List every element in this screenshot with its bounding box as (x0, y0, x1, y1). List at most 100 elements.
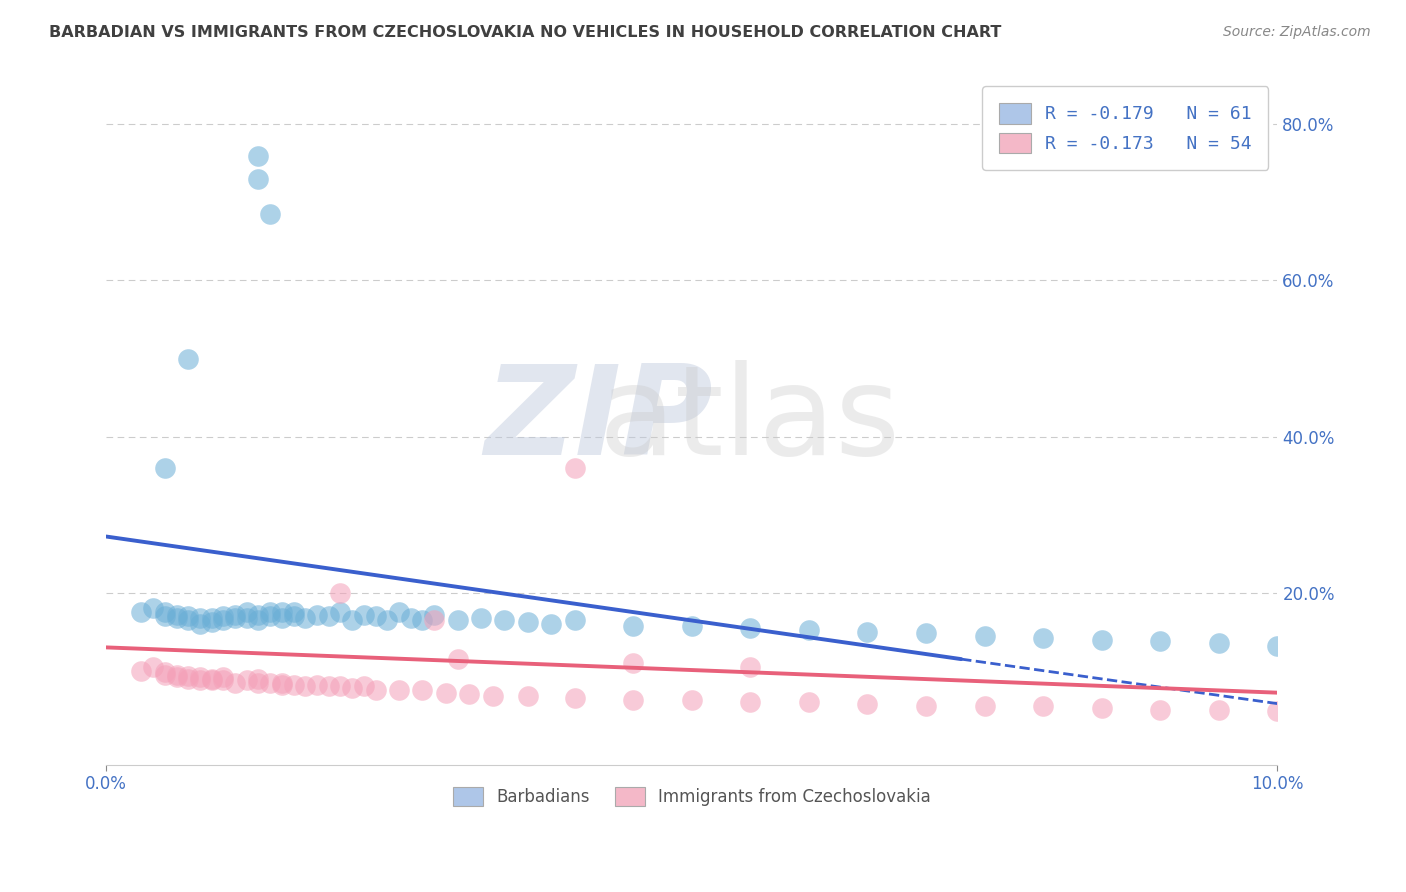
Point (247, 613, 270, 627)
Point (681, 693, 703, 707)
Point (446, 613, 468, 627)
Text: Source: ZipAtlas.com: Source: ZipAtlas.com (1223, 25, 1371, 39)
Point (797, 624, 820, 638)
Point (364, 609, 387, 624)
Point (177, 669, 200, 683)
Point (131, 605, 153, 619)
Point (305, 678, 328, 692)
Point (212, 670, 235, 684)
Point (259, 207, 281, 221)
Point (797, 695, 820, 709)
Point (212, 609, 235, 624)
Point (283, 605, 305, 619)
Point (271, 675, 294, 690)
Point (411, 613, 433, 627)
Point (201, 672, 224, 686)
Point (201, 673, 224, 688)
Point (411, 683, 433, 698)
Point (224, 611, 246, 625)
Point (364, 683, 387, 698)
Point (375, 613, 398, 627)
Legend: Barbadians, Immigrants from Czechoslovakia: Barbadians, Immigrants from Czechoslovak… (444, 779, 939, 814)
Point (915, 698, 938, 713)
Point (188, 670, 211, 684)
Point (236, 611, 259, 625)
Point (740, 695, 762, 709)
Point (564, 691, 586, 706)
Point (1032, 631, 1054, 645)
Point (1091, 701, 1114, 715)
Point (516, 615, 538, 630)
Point (340, 681, 363, 695)
Point (224, 607, 246, 622)
Point (166, 667, 188, 681)
Point (212, 673, 235, 688)
Point (856, 624, 879, 639)
Point (1267, 705, 1289, 719)
Point (434, 686, 457, 700)
Point (131, 664, 153, 678)
Point (188, 611, 211, 625)
Point (681, 618, 703, 632)
Point (259, 609, 281, 624)
Point (247, 148, 270, 162)
Point (740, 660, 762, 674)
Point (305, 607, 328, 622)
Point (1149, 703, 1171, 717)
Text: atlas: atlas (598, 360, 900, 482)
Point (329, 605, 352, 619)
Point (564, 613, 586, 627)
Point (236, 605, 259, 619)
Point (247, 172, 270, 186)
Point (399, 611, 422, 625)
Point (177, 609, 200, 624)
Point (142, 660, 165, 674)
Point (621, 618, 644, 632)
Point (388, 605, 411, 619)
Point (1208, 703, 1230, 717)
Point (423, 613, 446, 627)
Point (329, 680, 352, 694)
Point (856, 697, 879, 711)
Point (177, 672, 200, 686)
Point (318, 680, 340, 694)
Point (329, 586, 352, 600)
Point (740, 621, 762, 635)
Point (166, 670, 188, 684)
Point (353, 607, 375, 622)
Point (283, 609, 305, 624)
Point (446, 652, 468, 666)
Point (259, 675, 281, 690)
Point (294, 680, 316, 694)
Point (494, 613, 516, 627)
Point (423, 607, 446, 622)
Point (1091, 632, 1114, 647)
Point (353, 680, 375, 694)
Point (470, 611, 492, 625)
Point (283, 678, 305, 692)
Point (271, 605, 294, 619)
Point (458, 687, 481, 701)
Point (188, 617, 211, 632)
Point (212, 613, 235, 627)
Point (259, 605, 281, 619)
Point (481, 689, 503, 703)
Point (516, 689, 538, 703)
Point (973, 698, 995, 713)
Point (1149, 634, 1171, 648)
Point (1267, 639, 1289, 653)
Point (201, 611, 224, 625)
Point (153, 665, 176, 680)
Point (915, 626, 938, 640)
Point (142, 601, 165, 615)
Point (247, 607, 270, 622)
Point (188, 673, 211, 688)
Point (1032, 698, 1054, 713)
Point (388, 683, 411, 698)
Point (973, 629, 995, 643)
Point (564, 460, 586, 475)
Point (224, 675, 246, 690)
Point (236, 673, 259, 688)
Point (166, 611, 188, 625)
Point (153, 605, 176, 619)
